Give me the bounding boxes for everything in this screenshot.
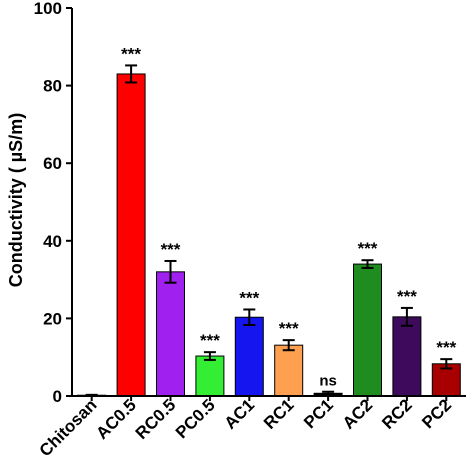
x-tick-label: AC2 bbox=[339, 395, 376, 432]
significance-label: *** bbox=[436, 338, 456, 357]
y-tick-label: 40 bbox=[43, 232, 62, 251]
significance-label: *** bbox=[279, 319, 299, 338]
y-tick-label: 60 bbox=[43, 154, 62, 173]
y-tick-label: 80 bbox=[43, 77, 62, 96]
y-tick-label: 20 bbox=[43, 309, 62, 328]
significance-label: ns bbox=[319, 373, 337, 390]
bar-AC1 bbox=[234, 316, 264, 397]
y-axis: 0 20 40 60 80 100 bbox=[34, 0, 73, 406]
significance-label: *** bbox=[121, 44, 141, 63]
bar-PC2 bbox=[431, 363, 461, 397]
bars: *** *** *** *** *** ns *** *** *** bbox=[77, 44, 461, 397]
x-tick-label: AC1 bbox=[221, 395, 258, 432]
significance-label: *** bbox=[200, 331, 220, 350]
x-tick-label: AC0.5 bbox=[92, 395, 140, 443]
significance-label: *** bbox=[397, 287, 417, 306]
bar-AC2 bbox=[353, 263, 382, 397]
x-tick-label: RC0.5 bbox=[132, 395, 180, 443]
x-tick-label: PC2 bbox=[418, 395, 455, 432]
y-tick-label: 0 bbox=[53, 387, 62, 406]
bar-RC0.5 bbox=[156, 271, 185, 397]
bar-RC1 bbox=[274, 344, 304, 397]
x-tick-label: PC1 bbox=[300, 395, 337, 432]
bar-AC0.5 bbox=[116, 73, 146, 397]
significance-label: *** bbox=[358, 239, 378, 258]
x-tick-label: RC1 bbox=[260, 395, 297, 432]
significance-label: *** bbox=[239, 288, 259, 307]
y-tick-label: 100 bbox=[34, 0, 62, 18]
significance-label: *** bbox=[161, 240, 181, 259]
x-tick-label: Chitosan bbox=[36, 395, 101, 460]
bar-RC2 bbox=[392, 316, 422, 397]
x-tick-label: PC0.5 bbox=[172, 395, 219, 442]
x-tick-label: RC2 bbox=[378, 395, 415, 432]
bar-PC0.5 bbox=[195, 355, 225, 397]
y-axis-title: Conductivity ( µS/m) bbox=[6, 113, 26, 287]
